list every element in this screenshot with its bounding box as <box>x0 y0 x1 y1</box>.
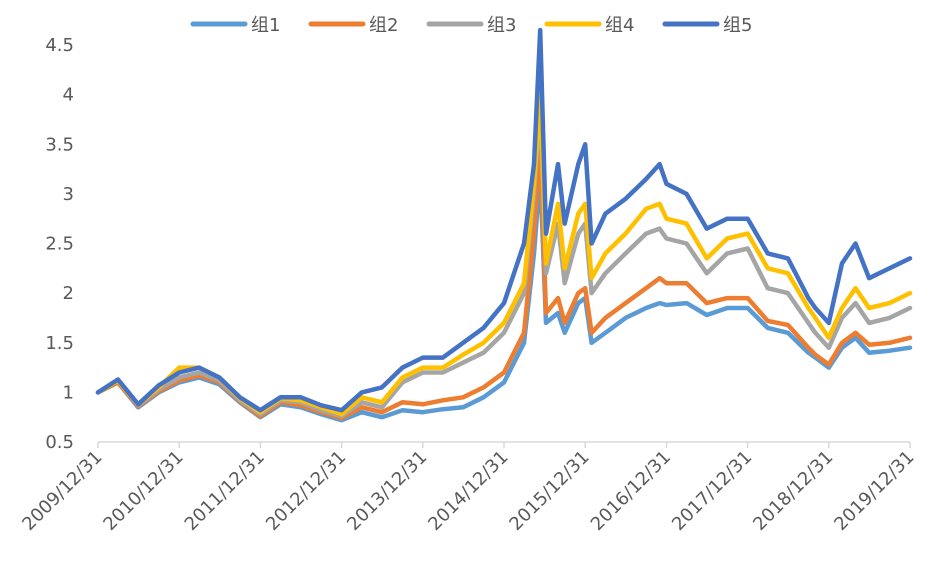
x-tick-label: 2014/12/31 <box>424 447 512 535</box>
y-tick-label: 1.5 <box>45 333 74 354</box>
x-tick-label: 2013/12/31 <box>343 447 431 535</box>
y-tick-label: 2 <box>63 283 74 304</box>
y-tick-label: 4.5 <box>45 35 74 56</box>
y-tick-label: 3 <box>63 184 74 205</box>
x-axis: 2009/12/312010/12/312011/12/312012/12/31… <box>18 441 919 535</box>
y-tick-label: 3.5 <box>45 134 74 155</box>
x-tick-label: 2016/12/31 <box>587 447 675 535</box>
series-line-4 <box>95 92 913 417</box>
y-tick-label: 0.5 <box>45 432 74 453</box>
y-tick-label: 1 <box>63 382 74 403</box>
series-line-5 <box>95 27 913 413</box>
y-tick-label: 4 <box>63 85 74 106</box>
x-tick-label: 2015/12/31 <box>505 447 593 535</box>
x-tick-label: 2009/12/31 <box>18 447 106 535</box>
legend: 组1 组2 组3 组4 组5 <box>190 15 752 36</box>
legend-label-3: 组3 <box>487 15 516 36</box>
x-tick-label: 2011/12/31 <box>181 447 269 535</box>
y-tick-label: 2.5 <box>45 234 74 255</box>
legend-label-5: 组5 <box>723 15 752 36</box>
legend-label-2: 组2 <box>369 15 398 36</box>
x-tick-label: 2018/12/31 <box>749 447 837 535</box>
x-tick-label: 2017/12/31 <box>668 447 756 535</box>
legend-label-1: 组1 <box>251 15 280 36</box>
x-tick-label: 2010/12/31 <box>99 447 187 535</box>
x-tick-label: 2019/12/31 <box>830 447 918 535</box>
series-layer <box>95 27 913 423</box>
x-tick-label: 2012/12/31 <box>262 447 350 535</box>
legend-label-4: 组4 <box>605 15 634 36</box>
y-axis-tick-labels: 0.5 1 1.5 2 2.5 3 3.5 4 4.5 <box>45 35 74 453</box>
